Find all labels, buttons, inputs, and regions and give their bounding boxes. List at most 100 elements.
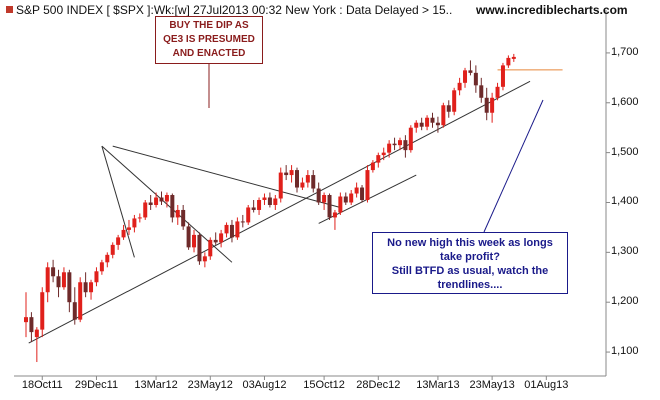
annotation-buy-the-dip: BUY THE DIP AS QE3 IS PRESUMED AND ENACT…	[155, 16, 263, 64]
candle-body	[45, 267, 50, 293]
candle	[51, 259, 56, 283]
candle-body	[397, 140, 402, 146]
candle-body	[137, 217, 142, 219]
candle-body	[213, 239, 218, 243]
candle	[192, 229, 197, 253]
candle	[360, 185, 365, 203]
annotation-line: No new high this week as longs	[387, 237, 553, 249]
candle-body	[164, 195, 169, 202]
candle	[408, 125, 413, 153]
candle	[40, 287, 45, 338]
candle	[94, 267, 99, 287]
candle-body	[495, 86, 500, 98]
candle	[164, 192, 169, 208]
candle	[229, 219, 234, 243]
candle	[202, 252, 207, 268]
candle	[126, 219, 131, 235]
candle-body	[484, 97, 489, 113]
y-tick-label: 1,600	[611, 95, 639, 108]
candle-body	[479, 85, 484, 98]
candle-body	[24, 317, 28, 323]
candle-body	[430, 117, 435, 123]
candle-body	[343, 196, 348, 203]
candle-body	[251, 207, 256, 210]
x-tick-label: 13Mar12	[134, 379, 178, 391]
candle-body	[186, 226, 191, 248]
candle	[121, 224, 126, 240]
trendline	[28, 80, 531, 344]
candle	[246, 204, 251, 225]
candle-body	[354, 187, 359, 194]
candle-body	[300, 182, 305, 188]
candle-body	[219, 233, 224, 243]
candle	[392, 137, 397, 151]
candle-body	[170, 195, 175, 218]
candle-body	[197, 234, 202, 262]
candle	[267, 192, 272, 208]
y-tick-label: 1,700	[611, 45, 639, 58]
candle-body	[67, 272, 72, 303]
candle-body	[132, 218, 137, 228]
candle	[251, 199, 256, 213]
candle-body	[463, 70, 468, 83]
brand-url: www.incrediblecharts.com	[476, 3, 628, 17]
candle-body	[235, 221, 240, 238]
candle-body	[175, 209, 180, 218]
candle-body	[56, 276, 61, 288]
candle-body	[284, 172, 289, 176]
x-tick-label: 28Dec12	[356, 379, 401, 391]
candle-body	[425, 117, 430, 127]
candle	[419, 117, 424, 131]
candle-body	[446, 105, 451, 112]
y-tick-label: 1,400	[611, 195, 639, 208]
candle	[305, 170, 310, 188]
candle	[457, 77, 462, 96]
candle-body	[89, 282, 94, 293]
candle	[34, 327, 39, 363]
candle	[132, 214, 137, 233]
candle	[463, 67, 468, 88]
candle-body	[408, 127, 413, 151]
candle-body	[105, 254, 110, 263]
candle	[446, 100, 451, 118]
candle	[235, 217, 240, 240]
candle-body	[414, 122, 419, 128]
candle	[495, 82, 500, 101]
candle-body	[202, 256, 207, 262]
candle-body	[387, 143, 392, 153]
candle	[83, 272, 88, 298]
annotation-line: QE3 IS PRESUMED	[163, 34, 255, 45]
candle	[67, 269, 72, 313]
candle	[316, 182, 321, 205]
candle-body	[154, 197, 159, 205]
candle-body	[278, 172, 283, 199]
candle-body	[289, 170, 294, 176]
candle	[295, 167, 299, 193]
candle	[332, 209, 337, 230]
candle-body	[435, 122, 440, 126]
candle	[327, 193, 332, 220]
candle	[370, 160, 375, 173]
candle	[143, 199, 148, 220]
candle	[381, 147, 386, 161]
candle	[159, 191, 164, 205]
x-tick-label: 03Aug12	[242, 379, 287, 391]
candle	[343, 192, 348, 205]
candle-body	[392, 143, 397, 146]
candle-body	[452, 90, 457, 112]
candle	[338, 192, 343, 215]
candle	[484, 87, 489, 121]
candle-body	[83, 282, 88, 293]
candle-body	[500, 65, 505, 87]
candle-body	[381, 152, 386, 156]
candle	[99, 259, 104, 275]
annotation-no-new-high: No new high this week as longs take prof…	[372, 232, 568, 294]
candle-body	[365, 170, 370, 200]
candle-body	[419, 122, 424, 127]
candle-body	[257, 199, 262, 210]
candle-body	[51, 267, 56, 277]
candle	[468, 60, 473, 76]
candle-body	[403, 140, 408, 151]
candle-body	[116, 237, 121, 245]
